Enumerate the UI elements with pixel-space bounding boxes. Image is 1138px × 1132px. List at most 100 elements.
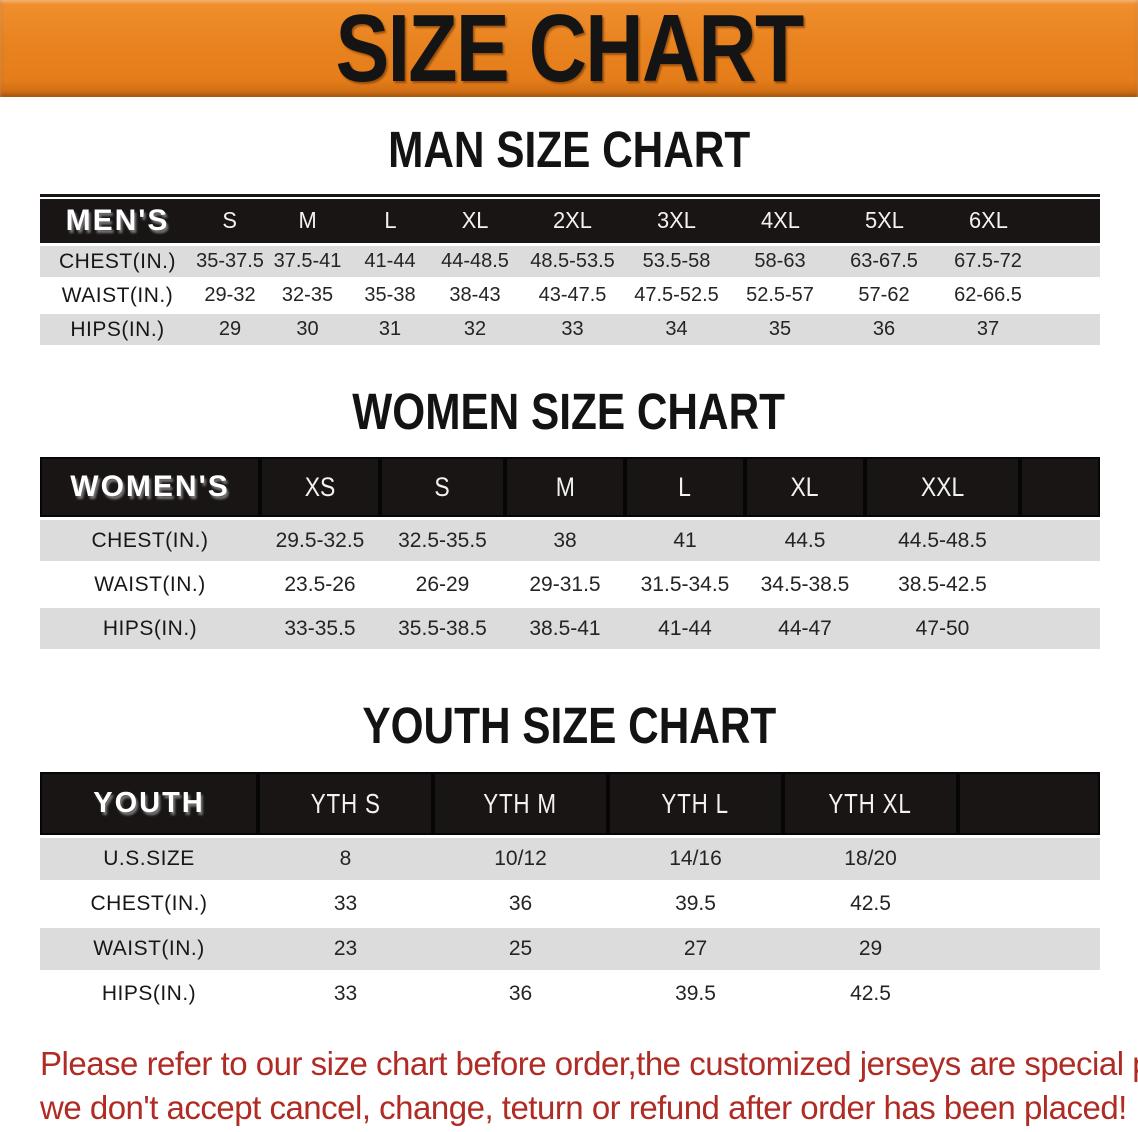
youth-size-value: 33 <box>258 971 433 1018</box>
youth-size-value: 39.5 <box>608 971 783 1018</box>
women-size-header: XL <box>745 457 865 520</box>
men-size-value: 32-35 <box>265 278 350 314</box>
women-section-heading-text: WOMEN SIZE CHART <box>352 383 786 440</box>
men-size-value: 37 <box>936 312 1040 348</box>
youth-size-table-wrap: YOUTH YTH S YTH M YTH L YTH XL U.S.SIZE … <box>40 772 1100 1018</box>
women-section-heading: WOMEN SIZE CHART <box>0 386 1138 437</box>
men-size-value: 38-43 <box>430 278 520 314</box>
youth-corner-cell: YOUTH <box>40 772 258 838</box>
men-row-spacer <box>1040 244 1100 280</box>
youth-section-heading: YOUTH SIZE CHART <box>0 700 1138 751</box>
women-size-value: 41-44 <box>625 606 745 652</box>
women-size-value: 26-29 <box>380 562 505 608</box>
women-size-table-wrap: WOMEN'S XS S M L XL XXL CHEST(IN.) 29.5-… <box>40 457 1100 652</box>
men-size-value: 57-62 <box>832 278 936 314</box>
youth-size-value: 36 <box>433 881 608 928</box>
men-hips-row: HIPS(IN.) 29 30 31 32 33 34 35 36 37 <box>40 312 1100 348</box>
page-title: SIZE CHART <box>335 0 804 102</box>
youth-size-header: YTH S <box>258 772 433 838</box>
youth-size-value: 42.5 <box>783 971 958 1018</box>
youth-size-value: 10/12 <box>433 836 608 883</box>
men-size-value: 32 <box>430 312 520 348</box>
women-size-value: 44.5-48.5 <box>865 518 1020 564</box>
women-row-label: HIPS(IN.) <box>40 606 260 652</box>
men-size-value: 43-47.5 <box>520 278 625 314</box>
women-size-value: 34.5-38.5 <box>745 562 865 608</box>
men-size-value: 33 <box>520 312 625 348</box>
disclaimer-line-1: Please refer to our size chart before or… <box>40 1045 1138 1082</box>
women-size-value: 44.5 <box>745 518 865 564</box>
men-size-value: 47.5-52.5 <box>625 278 728 314</box>
youth-row-label: CHEST(IN.) <box>40 881 258 928</box>
men-header-spacer <box>1040 199 1100 246</box>
youth-section-heading-text: YOUTH SIZE CHART <box>362 697 776 754</box>
men-size-header: M <box>265 199 350 246</box>
men-size-header: S <box>195 199 265 246</box>
men-waist-row: WAIST(IN.) 29-32 32-35 35-38 38-43 43-47… <box>40 278 1100 314</box>
men-size-value: 67.5-72 <box>936 244 1040 280</box>
women-size-value: 38.5-41 <box>505 606 625 652</box>
men-size-header: 6XL <box>936 199 1040 246</box>
youth-size-value: 27 <box>608 926 783 973</box>
youth-header-row: YOUTH YTH S YTH M YTH L YTH XL <box>40 772 1100 838</box>
women-size-value: 31.5-34.5 <box>625 562 745 608</box>
women-size-value: 23.5-26 <box>260 562 380 608</box>
youth-row-spacer <box>958 881 1100 928</box>
women-row-spacer <box>1020 606 1100 652</box>
youth-size-value: 42.5 <box>783 881 958 928</box>
women-size-value: 35.5-38.5 <box>380 606 505 652</box>
men-size-value: 62-66.5 <box>936 278 1040 314</box>
women-waist-row: WAIST(IN.) 23.5-26 26-29 29-31.5 31.5-34… <box>40 562 1100 608</box>
men-size-value: 37.5-41 <box>265 244 350 280</box>
youth-chest-row: CHEST(IN.) 33 36 39.5 42.5 <box>40 881 1100 928</box>
youth-size-header: YTH L <box>608 772 783 838</box>
men-row-spacer <box>1040 312 1100 348</box>
youth-hips-row: HIPS(IN.) 33 36 39.5 42.5 <box>40 971 1100 1018</box>
youth-waist-row: WAIST(IN.) 23 25 27 29 <box>40 926 1100 973</box>
youth-header-spacer <box>958 772 1100 838</box>
men-size-value: 44-48.5 <box>430 244 520 280</box>
men-size-value: 53.5-58 <box>625 244 728 280</box>
youth-row-spacer <box>958 926 1100 973</box>
women-size-value: 38 <box>505 518 625 564</box>
men-size-table: MEN'S S M L XL 2XL 3XL 4XL 5XL 6XL CHEST… <box>40 199 1100 348</box>
youth-size-value: 18/20 <box>783 836 958 883</box>
youth-size-table: YOUTH YTH S YTH M YTH L YTH XL U.S.SIZE … <box>40 772 1100 1018</box>
men-size-value: 63-67.5 <box>832 244 936 280</box>
youth-size-header: YTH M <box>433 772 608 838</box>
men-size-value: 31 <box>350 312 430 348</box>
women-size-value: 33-35.5 <box>260 606 380 652</box>
men-size-header: 2XL <box>520 199 625 246</box>
youth-corner-label: YOUTH <box>93 787 205 819</box>
men-size-value: 36 <box>832 312 936 348</box>
youth-size-value: 25 <box>433 926 608 973</box>
women-row-spacer <box>1020 518 1100 564</box>
men-size-value: 41-44 <box>350 244 430 280</box>
women-size-table: WOMEN'S XS S M L XL XXL CHEST(IN.) 29.5-… <box>40 457 1100 652</box>
women-size-value: 41 <box>625 518 745 564</box>
youth-size-value: 33 <box>258 881 433 928</box>
men-size-header: 5XL <box>832 199 936 246</box>
women-row-spacer <box>1020 562 1100 608</box>
youth-row-spacer <box>958 836 1100 883</box>
women-size-header: S <box>380 457 505 520</box>
youth-row-label: WAIST(IN.) <box>40 926 258 973</box>
youth-size-header: YTH XL <box>783 772 958 838</box>
men-size-header: L <box>350 199 430 246</box>
youth-size-value: 23 <box>258 926 433 973</box>
men-size-value: 29 <box>195 312 265 348</box>
disclaimer: Please refer to our size chart before or… <box>40 1042 1138 1130</box>
women-size-value: 29-31.5 <box>505 562 625 608</box>
women-row-label: CHEST(IN.) <box>40 518 260 564</box>
disclaimer-line-2: we don't accept cancel, change, teturn o… <box>40 1089 1127 1126</box>
men-size-value: 35 <box>728 312 832 348</box>
men-size-value: 34 <box>625 312 728 348</box>
men-corner-label: MEN'S <box>65 204 170 237</box>
banner: SIZE CHART <box>0 0 1138 97</box>
men-size-value: 35-37.5 <box>195 244 265 280</box>
men-header-row: MEN'S S M L XL 2XL 3XL 4XL 5XL 6XL <box>40 199 1100 246</box>
women-size-header: M <box>505 457 625 520</box>
men-size-value: 52.5-57 <box>728 278 832 314</box>
youth-row-label: U.S.SIZE <box>40 836 258 883</box>
youth-row-label: HIPS(IN.) <box>40 971 258 1018</box>
